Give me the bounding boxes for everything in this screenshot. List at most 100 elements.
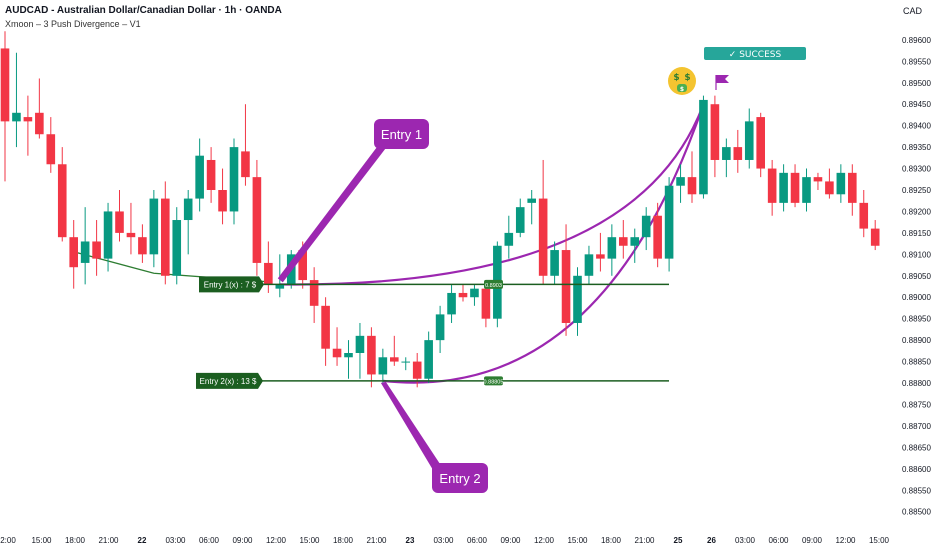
candle-body [424,340,433,379]
y-tick-label: 0.89150 [902,229,931,238]
candle [561,224,571,336]
candle [218,168,227,225]
candle-body [779,172,788,203]
candle-body [527,198,536,203]
candle [699,95,708,199]
x-tick-label: 23 [406,536,415,545]
y-tick-label: 0.89200 [902,207,931,216]
candle-body [836,172,846,195]
candle [641,207,651,251]
candle [584,245,594,285]
candle [619,220,628,259]
candle [802,168,811,212]
candle [607,224,617,276]
y-tick-label: 0.89300 [902,165,931,174]
candle [458,284,468,302]
x-tick-label: 09:00 [802,536,823,545]
candle [779,164,788,212]
candle-body [23,117,33,122]
candle [687,151,697,203]
x-tick-label: 15:00 [869,536,890,545]
currency-label: CAD [903,6,923,16]
money-face-icon [668,67,696,95]
candle [676,164,685,203]
level-price-tag [484,376,503,386]
candle [80,207,90,285]
candle-body [138,237,147,255]
level-price-tag [484,279,503,289]
candle [206,147,216,203]
entry-2-pointer [380,381,442,470]
candle [46,117,56,173]
entry-label-box [196,372,263,389]
candle [515,198,525,238]
candle [836,164,846,203]
candle-body [378,357,388,375]
y-tick-label: 0.89100 [902,250,931,259]
candle-body [710,104,720,160]
candle [744,108,754,169]
success-text: ✓ SUCCESS [729,50,782,60]
candles [0,31,880,388]
candle-body [401,361,411,363]
candle-body [641,215,651,238]
candle-body [321,305,330,349]
candle-body [355,335,365,353]
candle [355,322,365,379]
x-tick-label: 06:00 [467,536,488,545]
chart-title: AUDCAD - Australian Dollar/Canadian Doll… [5,5,282,16]
x-tick-label: 12:00 [534,536,555,545]
x-tick-label: 06:00 [768,536,789,545]
price-axis[interactable]: 0.89600 0.89550 0.89500 0.89450 0.89400 0.893… [902,36,931,517]
candle [332,327,342,366]
indicator-name[interactable]: Xmoon – 3 Push Divergence – V1 [5,19,141,29]
y-tick-label: 0.89550 [902,57,931,66]
candle-body [309,280,319,306]
candle-body [275,284,285,289]
candle-body [676,177,685,186]
candle-body [241,151,250,178]
entry-label-box [199,276,264,293]
candle-body [573,275,582,323]
candle [115,190,124,242]
candle-body [458,292,468,298]
candle [596,232,605,272]
candle [103,202,113,272]
time-axis[interactable]: 2:00 15:00 18:00 21:00 22 03:00 06:00 09:00 12:0… [0,536,889,545]
entry-2-text: Entry 2 [439,471,480,486]
candle [424,331,433,384]
candle-body [653,215,662,259]
x-tick-label: 21:00 [98,536,119,545]
candle [790,164,800,208]
candle-body [115,211,124,233]
candle [229,138,239,225]
candle [241,104,250,186]
candle-body [767,168,777,203]
candle-body [744,121,754,160]
candle-body [46,134,56,165]
candle [172,207,182,285]
candle [573,267,582,336]
candle-body [584,254,594,276]
y-tick-label: 0.88750 [902,400,931,409]
candle [710,95,720,178]
x-tick-label: 21:00 [366,536,387,545]
candle-body [699,99,708,195]
candle [309,267,319,323]
candle-body [664,185,674,259]
candle-body [229,147,239,212]
candle-body [412,361,422,379]
entry-1-callout [374,119,429,149]
candle [126,202,136,255]
candle-body [848,172,857,203]
candle-body [870,228,880,246]
candle [722,138,731,178]
x-tick-label: 18:00 [333,536,354,545]
candle-body [69,237,78,268]
candle [813,172,823,190]
money-tongue [677,84,687,92]
candle-body [0,48,10,122]
candle [550,241,559,285]
candle-body [619,237,628,246]
